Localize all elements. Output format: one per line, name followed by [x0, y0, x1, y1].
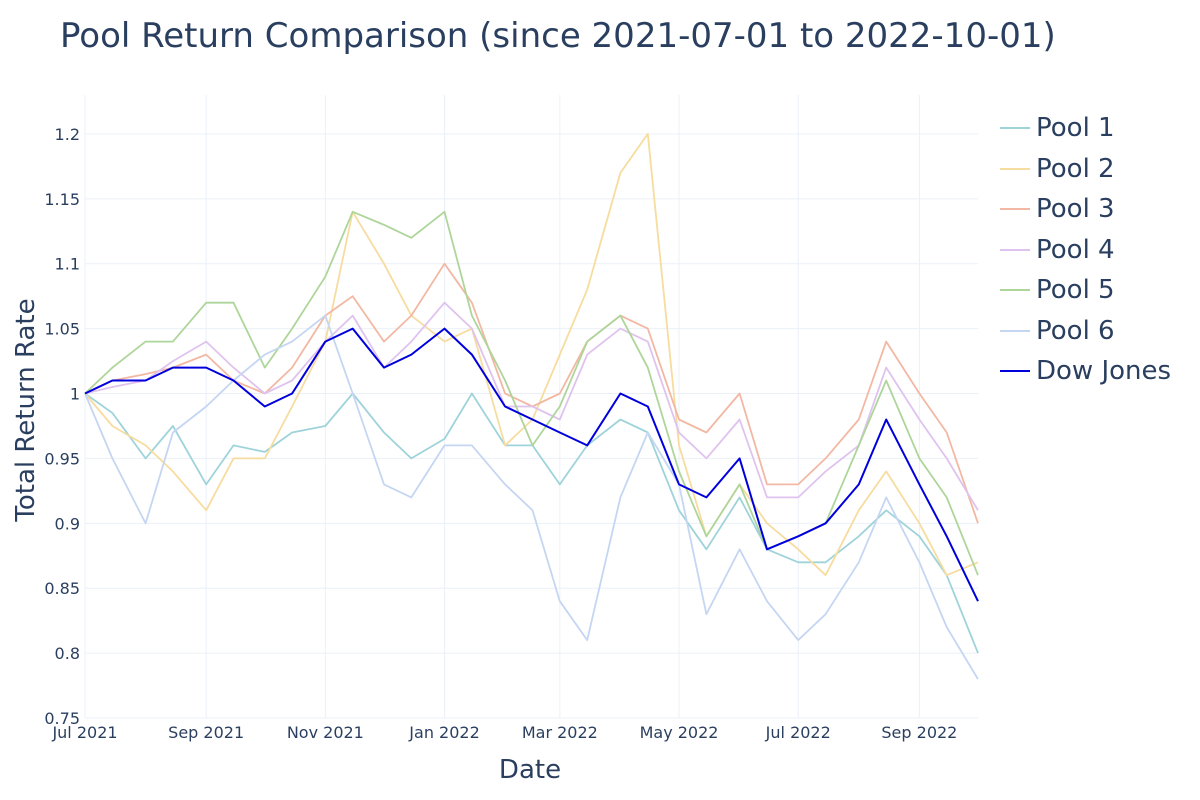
y-tick-label: 1.2	[55, 125, 80, 144]
x-tick-label: Sep 2021	[168, 723, 244, 742]
x-tick-label: Jul 2022	[765, 723, 831, 742]
y-tick-label: 0.8	[55, 644, 80, 663]
series-line-dow-jones	[84, 327, 979, 602]
legend-item[interactable]: Pool 5	[1000, 270, 1171, 311]
legend-swatch	[1000, 248, 1030, 251]
y-tick-label: 0.95	[44, 449, 80, 468]
y-tick-label: 1.15	[44, 190, 80, 209]
y-axis-title: Total Return Rate	[11, 298, 41, 522]
legend-item[interactable]: Pool 6	[1000, 311, 1171, 352]
legend-swatch	[1000, 208, 1030, 211]
legend-label: Pool 6	[1036, 315, 1115, 346]
legend-label: Pool 4	[1036, 234, 1115, 265]
legend-label: Pool 2	[1036, 153, 1115, 184]
x-tick-label: Sep 2022	[881, 723, 957, 742]
x-tick-label: Jan 2022	[408, 723, 479, 742]
series-line-pool-4	[84, 301, 979, 511]
y-tick-label: 0.85	[44, 579, 80, 598]
legend-label: Pool 5	[1036, 275, 1115, 306]
legend-item[interactable]: Pool 1	[1000, 108, 1171, 149]
legend-item[interactable]: Pool 4	[1000, 230, 1171, 271]
x-tick-label: Nov 2021	[287, 723, 364, 742]
x-axis-title: Date	[499, 755, 561, 785]
x-tick-label: Mar 2022	[522, 723, 598, 742]
y-tick-label: 1	[70, 385, 80, 404]
legend-item[interactable]: Pool 3	[1000, 189, 1171, 230]
y-tick-label: 0.9	[55, 514, 80, 533]
series-line-pool-6	[84, 314, 979, 680]
y-tick-label: 0.75	[44, 709, 80, 728]
legend-label: Pool 3	[1036, 194, 1115, 225]
x-tick-label: Jul 2021	[51, 723, 117, 742]
legend-swatch	[1000, 167, 1030, 170]
tick-labels: 0.75 0.8 0.85 0.9 0.95 1 1.05 1.1 1.15 1.2 Jul 202…	[44, 125, 957, 742]
legend-swatch	[1000, 289, 1030, 292]
x-tick-label: May 2022	[640, 723, 719, 742]
y-tick-label: 1.1	[55, 255, 80, 274]
y-tick-label: 1.05	[44, 320, 80, 339]
legend-swatch	[1000, 329, 1030, 332]
legend: Pool 1 Pool 2 Pool 3 Pool 4 Pool 5 Pool 6 Dow …	[1000, 108, 1171, 392]
legend-swatch	[1000, 127, 1030, 130]
legend-swatch	[1000, 370, 1030, 373]
legend-label: Pool 1	[1036, 113, 1115, 144]
legend-item[interactable]: Dow Jones	[1000, 351, 1171, 392]
chart-title: Pool Return Comparison (since 2021-07-01…	[60, 16, 1056, 56]
legend-label: Dow Jones	[1036, 356, 1172, 387]
legend-item[interactable]: Pool 2	[1000, 149, 1171, 190]
series-lines	[84, 132, 979, 680]
